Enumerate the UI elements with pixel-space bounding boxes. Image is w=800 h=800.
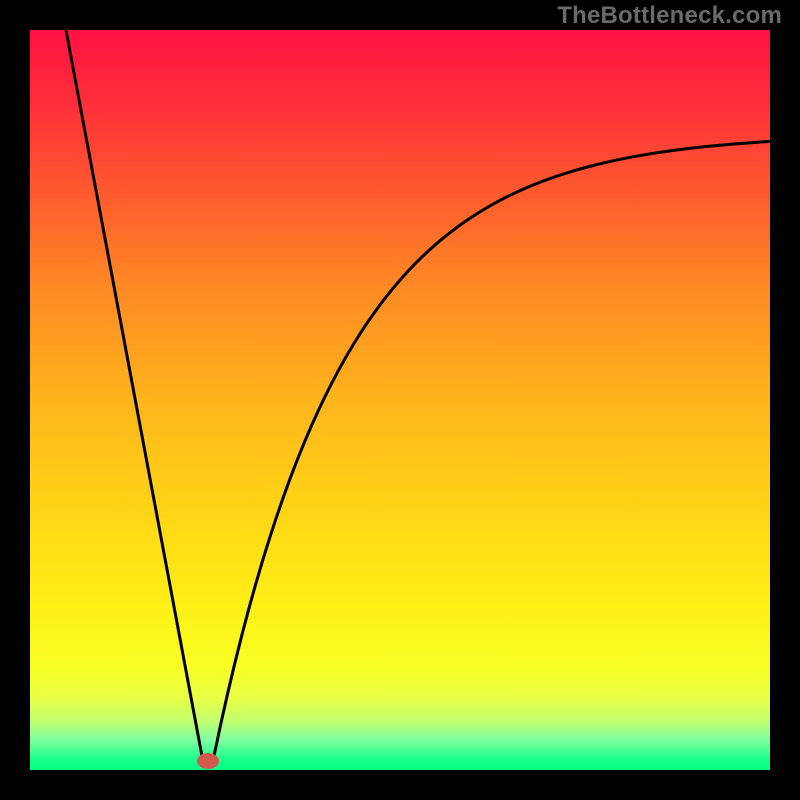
optimal-point-marker (197, 753, 219, 769)
gradient-background (30, 30, 770, 770)
chart-frame: TheBottleneck.com (0, 0, 800, 800)
bottleneck-chart (0, 0, 800, 800)
watermark-text: TheBottleneck.com (557, 2, 782, 30)
